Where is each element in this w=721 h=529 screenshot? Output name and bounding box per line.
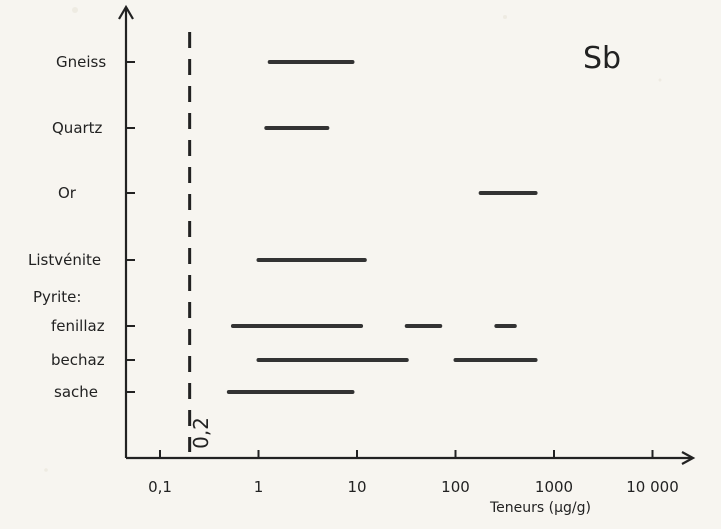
reference-line-group: 0,2 bbox=[188, 32, 213, 452]
x-tick-label: 1 bbox=[254, 478, 264, 496]
chart-title: Sb bbox=[583, 41, 621, 76]
y-category-label: Gneiss bbox=[56, 53, 106, 71]
x-tick-label: 0,1 bbox=[148, 478, 172, 496]
x-axis-arrow bbox=[681, 451, 696, 465]
y-axis-arrow bbox=[118, 4, 134, 20]
y-category-label: sache bbox=[54, 383, 98, 401]
x-axis-ticks: 0,1 1 10 100 1000 10 000 bbox=[148, 450, 679, 496]
y-category-label: fenillaz bbox=[51, 317, 105, 335]
y-category-label: Listvénite bbox=[28, 251, 101, 269]
y-category-label: Or bbox=[58, 184, 77, 202]
x-tick-label: 10 000 bbox=[626, 478, 679, 496]
y-axis-categories: Gneiss Quartz Or Listvénite Pyrite: fenillaz b… bbox=[28, 53, 135, 401]
y-category-label: Pyrite: bbox=[33, 288, 81, 306]
y-category-label: bechaz bbox=[51, 351, 105, 369]
x-axis-title: Teneurs (µg/g) bbox=[489, 500, 591, 516]
range-bars bbox=[226, 60, 538, 394]
y-category-label: Quartz bbox=[52, 119, 103, 137]
x-tick-label: 10 bbox=[347, 478, 366, 496]
x-tick-label: 1000 bbox=[535, 478, 573, 496]
paper-texture bbox=[44, 7, 662, 489]
axes bbox=[118, 4, 696, 465]
x-tick-label: 100 bbox=[441, 478, 470, 496]
reference-line-label: 0,2 bbox=[189, 417, 213, 449]
